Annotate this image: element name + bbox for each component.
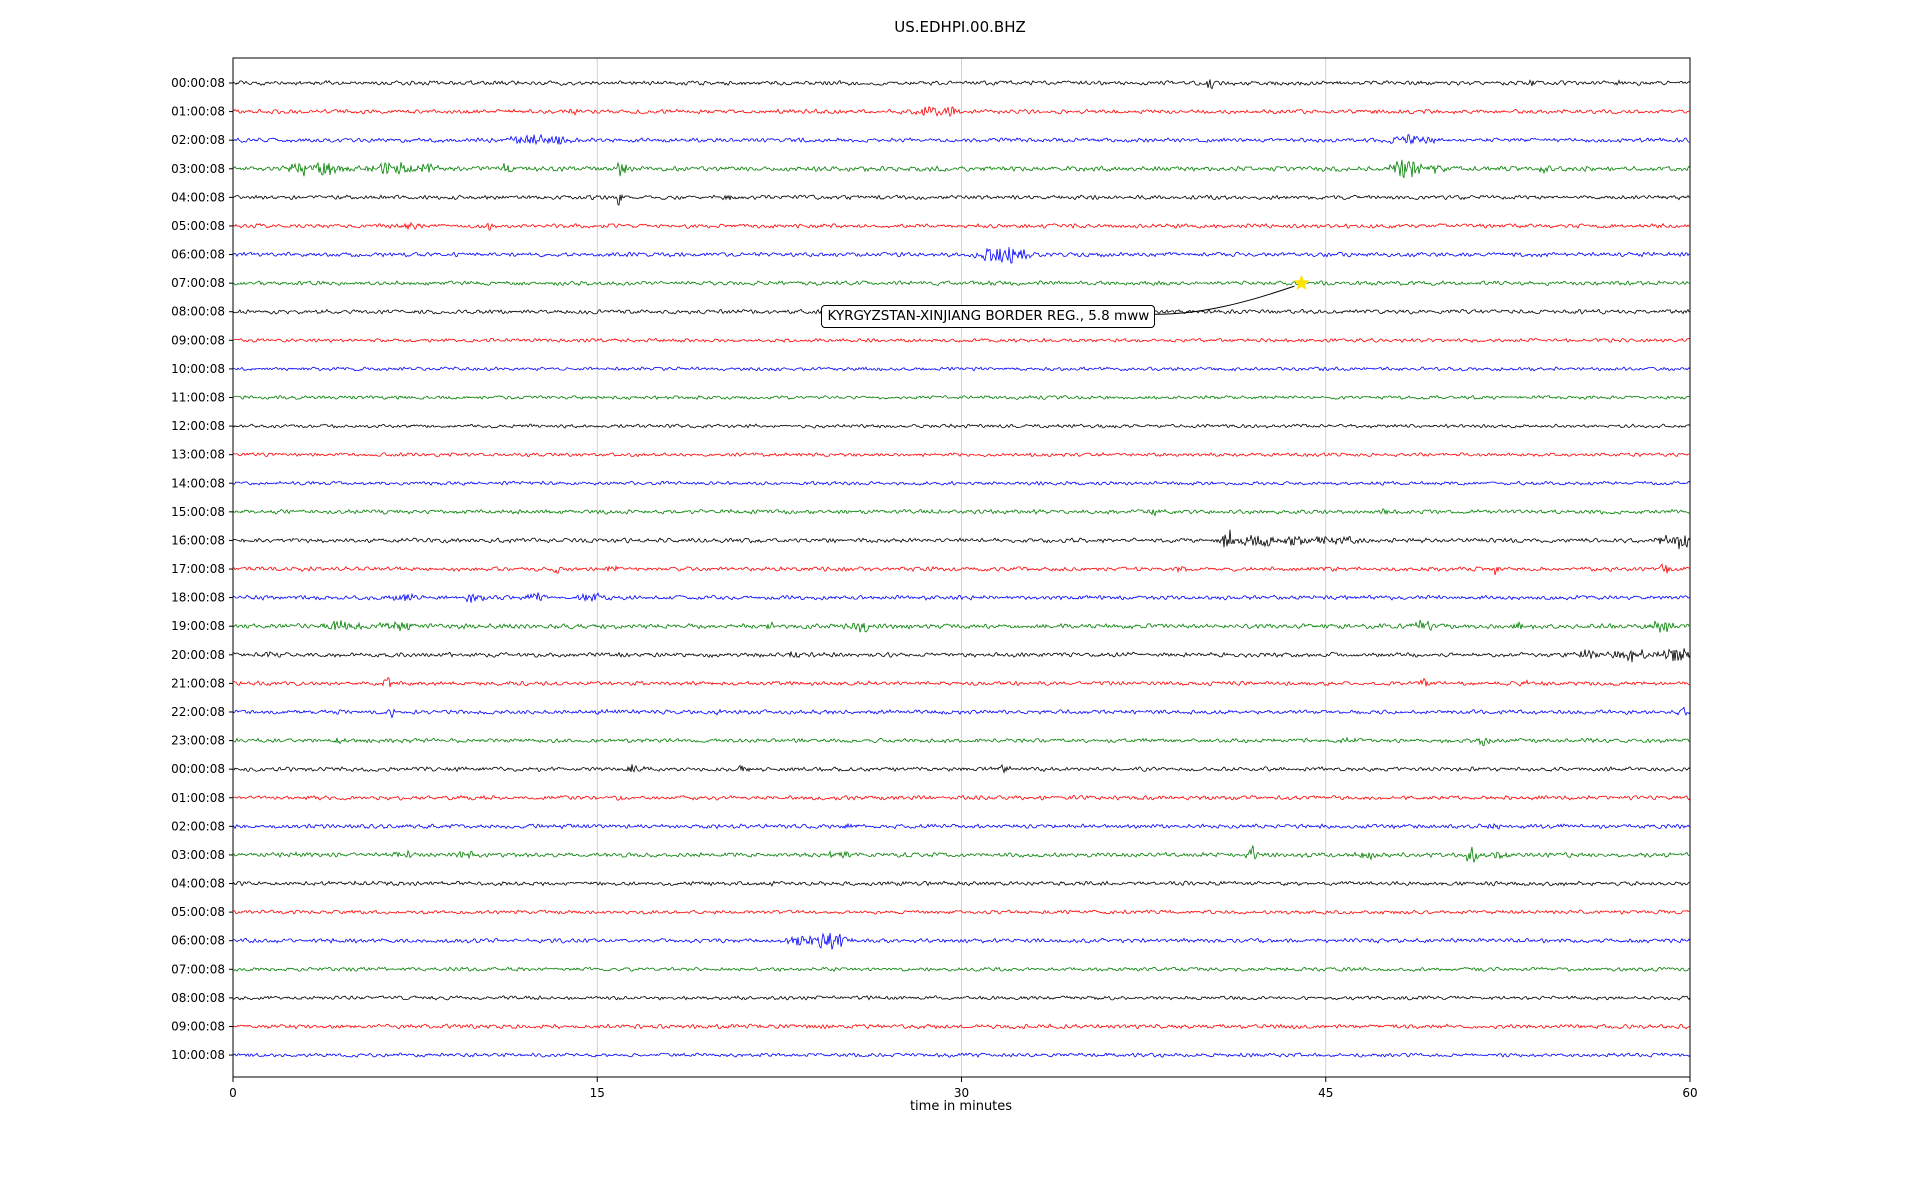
trace-row-120008 xyxy=(232,423,1691,429)
row-label: 07:00:08 xyxy=(171,276,225,290)
trace-row-220008 xyxy=(232,706,1691,719)
row-label: 15:00:08 xyxy=(171,505,225,519)
row-label: 05:00:08 xyxy=(171,219,225,233)
x-axis-label: time in minutes xyxy=(909,1099,1013,1114)
row-label: 21:00:08 xyxy=(171,676,225,690)
x-tick-label: 0 xyxy=(229,1086,237,1100)
trace-row-050008 xyxy=(232,909,1691,915)
trace-row-140008 xyxy=(232,480,1691,486)
trace-row-150008 xyxy=(232,508,1691,517)
row-label: 00:00:08 xyxy=(171,76,225,90)
row-label: 11:00:08 xyxy=(171,390,225,404)
row-label: 14:00:08 xyxy=(171,476,225,490)
trace-row-190008 xyxy=(232,619,1691,633)
row-label: 02:00:08 xyxy=(171,133,225,147)
row-label: 00:00:08 xyxy=(171,762,225,776)
row-label: 03:00:08 xyxy=(171,848,225,862)
trace-row-060008 xyxy=(232,247,1691,264)
event-annotation-text: KYRGYZSTAN-XINJIANG BORDER REG., 5.8 mww xyxy=(827,308,1150,325)
trace-row-000008 xyxy=(232,79,1691,90)
row-label: 04:00:08 xyxy=(171,190,225,204)
row-label: 19:00:08 xyxy=(171,619,225,633)
trace-row-130008 xyxy=(232,451,1691,458)
trace-row-180008 xyxy=(232,592,1691,603)
trace-row-020008 xyxy=(232,822,1691,830)
row-label: 12:00:08 xyxy=(171,419,225,433)
chart-title: US.EDHPI.00.BHZ xyxy=(894,18,1026,36)
trace-row-030008 xyxy=(232,159,1691,179)
row-label: 08:00:08 xyxy=(171,991,225,1005)
row-label: 23:00:08 xyxy=(171,734,225,748)
trace-row-200008 xyxy=(232,648,1691,663)
row-label: 07:00:08 xyxy=(171,962,225,976)
x-tick-label: 15 xyxy=(590,1086,605,1100)
trace-row-030008 xyxy=(232,845,1691,864)
x-tick-label: 30 xyxy=(954,1086,969,1100)
trace-row-170008 xyxy=(232,563,1691,576)
row-label: 10:00:08 xyxy=(171,362,225,376)
row-label: 17:00:08 xyxy=(171,562,225,576)
row-label: 02:00:08 xyxy=(171,819,225,833)
row-label: 06:00:08 xyxy=(171,934,225,948)
trace-row-010008 xyxy=(232,105,1691,118)
trace-row-070008 xyxy=(232,280,1691,287)
trace-row-090008 xyxy=(232,337,1691,343)
row-label: 09:00:08 xyxy=(171,1019,225,1033)
row-label: 10:00:08 xyxy=(171,1048,225,1062)
event-annotation: KYRGYZSTAN-XINJIANG BORDER REG., 5.8 mww xyxy=(821,305,1156,329)
trace-row-160008 xyxy=(232,529,1691,550)
row-label: 06:00:08 xyxy=(171,248,225,262)
trace-row-040008 xyxy=(232,193,1691,206)
trace-row-020008 xyxy=(232,133,1691,146)
trace-row-210008 xyxy=(232,677,1691,688)
x-tick-label: 45 xyxy=(1318,1086,1333,1100)
row-label: 20:00:08 xyxy=(171,648,225,662)
row-label: 13:00:08 xyxy=(171,448,225,462)
trace-row-100008 xyxy=(232,366,1691,372)
trace-row-090008 xyxy=(232,1023,1691,1030)
trace-row-070008 xyxy=(232,966,1691,973)
trace-row-100008 xyxy=(232,1052,1691,1058)
row-label: 16:00:08 xyxy=(171,533,225,547)
row-label: 01:00:08 xyxy=(171,105,225,119)
trace-row-050008 xyxy=(232,221,1691,231)
trace-row-230008 xyxy=(232,736,1691,747)
x-tick-label: 60 xyxy=(1682,1086,1697,1100)
trace-row-060008 xyxy=(232,932,1691,950)
row-label: 03:00:08 xyxy=(171,162,225,176)
trace-row-000008 xyxy=(232,763,1691,774)
trace-row-080008 xyxy=(232,995,1691,1001)
event-marker-star-icon xyxy=(1293,274,1310,290)
trace-row-010008 xyxy=(232,794,1691,801)
row-label: 05:00:08 xyxy=(171,905,225,919)
trace-row-110008 xyxy=(232,394,1691,401)
row-label: 18:00:08 xyxy=(171,591,225,605)
annotation-arrow xyxy=(1133,285,1295,315)
row-label: 01:00:08 xyxy=(171,791,225,805)
row-label: 08:00:08 xyxy=(171,305,225,319)
row-label: 04:00:08 xyxy=(171,877,225,891)
row-label: 09:00:08 xyxy=(171,333,225,347)
trace-row-040008 xyxy=(232,880,1691,887)
row-label: 22:00:08 xyxy=(171,705,225,719)
